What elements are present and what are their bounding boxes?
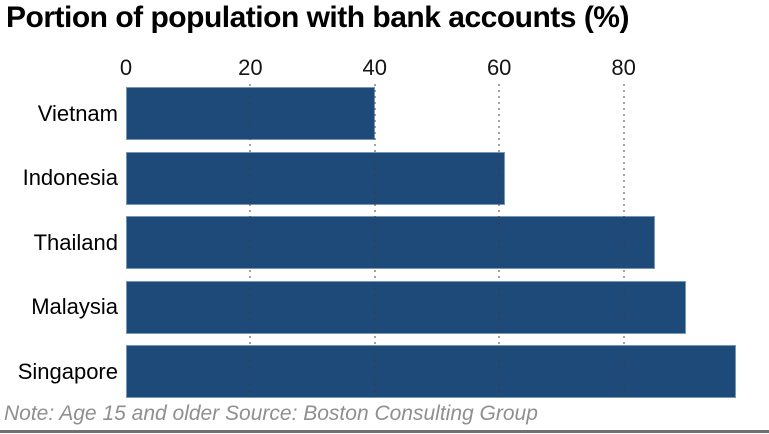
bar-vietnam <box>126 87 375 140</box>
gridline <box>498 84 501 397</box>
x-tick-label: 0 <box>119 55 133 80</box>
source-note: Note: Age 15 and older Source: Boston Co… <box>4 402 538 425</box>
gridline <box>249 84 252 397</box>
gridline <box>622 84 625 397</box>
bar-malaysia <box>126 280 686 334</box>
chart-title: Portion of population with bank accounts… <box>6 1 629 34</box>
bottom-divider <box>0 430 769 433</box>
category-label: Vietnam <box>37 100 118 126</box>
category-label: Indonesia <box>22 165 118 191</box>
bar-thailand <box>126 216 655 270</box>
category-label: Malaysia <box>31 294 118 320</box>
category-label: Singapore <box>17 358 118 384</box>
x-tick-label: 20 <box>238 55 263 80</box>
x-tick-label: 80 <box>611 55 636 80</box>
bar-singapore <box>126 345 736 399</box>
category-label: Thailand <box>33 229 118 255</box>
bar-indonesia <box>126 151 506 205</box>
x-tick-label: 60 <box>486 55 512 80</box>
gridline <box>373 84 376 397</box>
x-tick-label: 40 <box>362 55 388 80</box>
